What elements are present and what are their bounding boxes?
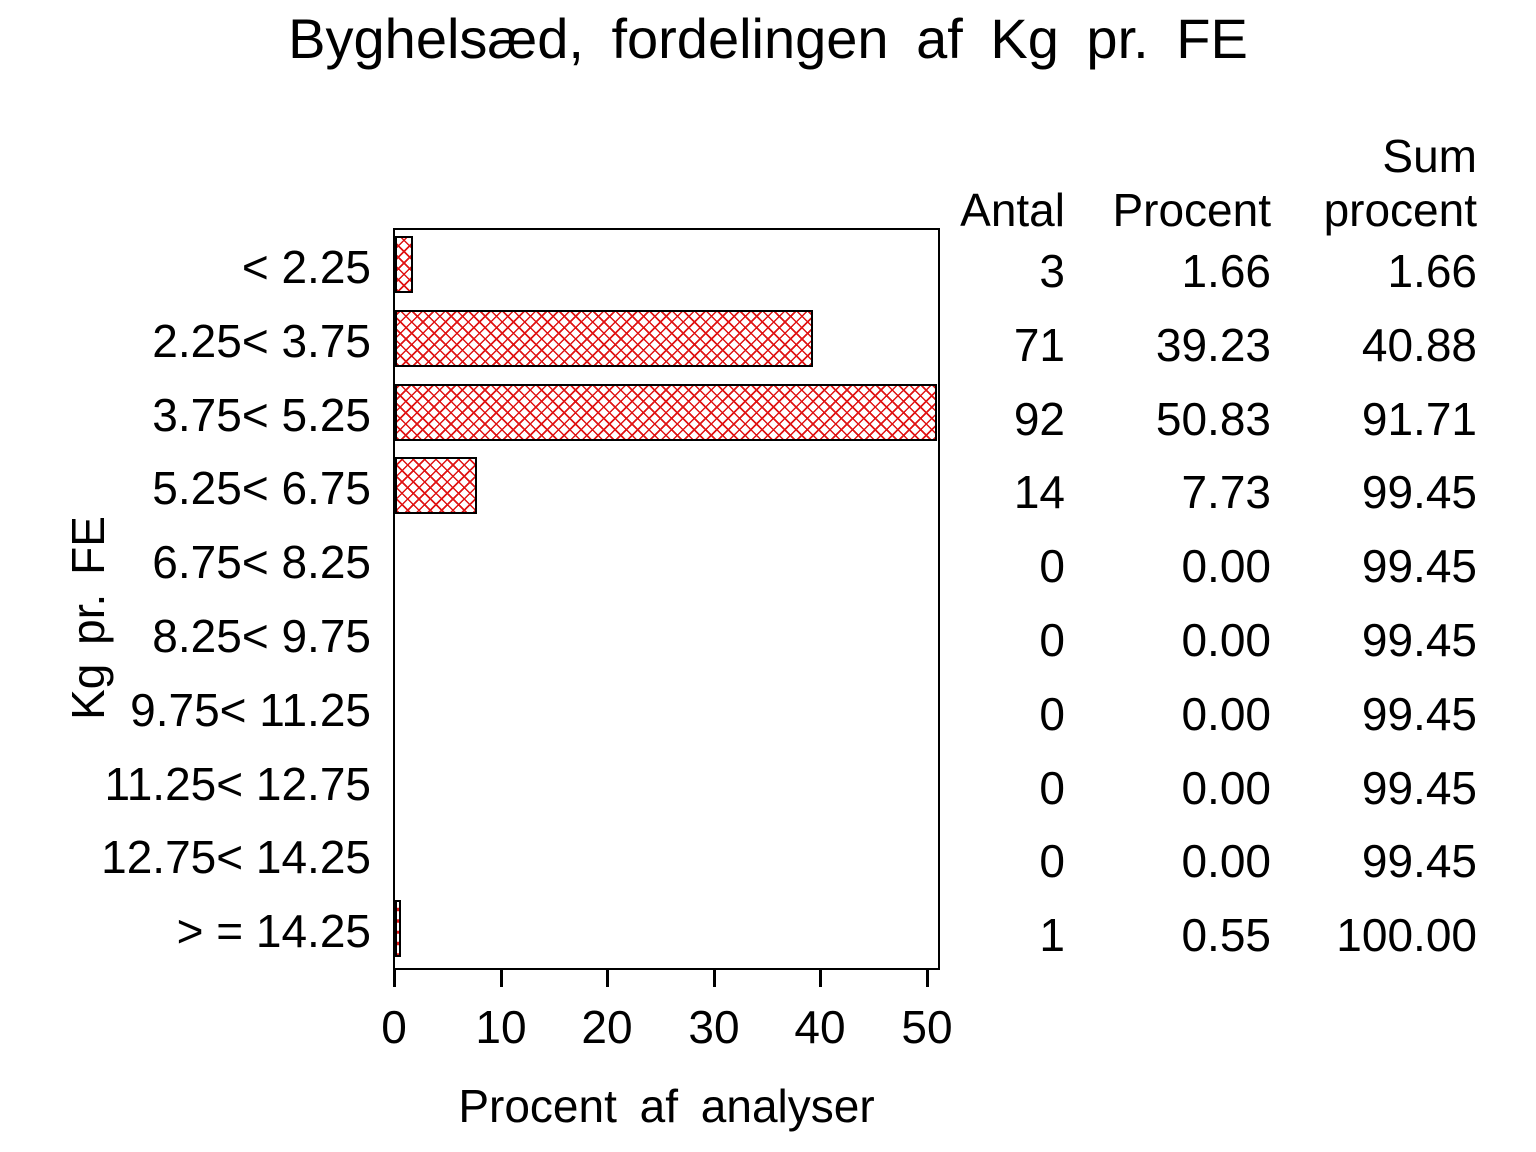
x-tick-label: 20	[581, 1001, 633, 1053]
x-tick	[926, 970, 929, 987]
category-label: < 2.25	[241, 241, 371, 293]
table-cell-antal: 1	[1039, 909, 1065, 961]
x-tick-label: 50	[901, 1001, 953, 1053]
table-cell-sum-procent: 99.45	[1361, 614, 1477, 666]
table-cell-procent: 0.00	[1181, 614, 1271, 666]
table-cell-sum-procent: 1.66	[1387, 245, 1477, 297]
table-cell-procent: 0.00	[1181, 762, 1271, 814]
table-cell-antal: 0	[1039, 688, 1065, 740]
table-cell-antal: 0	[1039, 614, 1065, 666]
table-cell-sum-procent: 99.45	[1361, 762, 1477, 814]
table-cell-sum-procent: 99.45	[1361, 835, 1477, 887]
table-cell-procent: 0.00	[1181, 540, 1271, 592]
plot-area	[393, 228, 940, 970]
x-tick-label: 10	[475, 1001, 527, 1053]
bar-< 2.25	[395, 236, 413, 293]
table-cell-sum-procent: 99.45	[1361, 466, 1477, 518]
bar-3.75< 5.25	[395, 384, 937, 441]
x-tick	[606, 970, 609, 987]
table-cell-antal: 3	[1039, 245, 1065, 297]
table-cell-sum-procent: 99.45	[1361, 688, 1477, 740]
table-cell-antal: 0	[1039, 762, 1065, 814]
table-cell-antal: 0	[1039, 835, 1065, 887]
table-cell-procent: 0.00	[1181, 688, 1271, 740]
table-cell-antal: 0	[1039, 540, 1065, 592]
table-cell-procent: 39.23	[1155, 319, 1271, 371]
table-header-sum-line1: Sum	[1382, 130, 1477, 182]
x-tick	[819, 970, 822, 987]
category-label: 6.75< 8.25	[152, 536, 371, 588]
table-cell-antal: 14	[1013, 466, 1065, 518]
table-cell-procent: 0.55	[1181, 909, 1271, 961]
table-cell-procent: 7.73	[1181, 466, 1271, 518]
table-cell-procent: 50.83	[1155, 393, 1271, 445]
x-tick-label: 40	[794, 1001, 846, 1053]
table-header-procent: Procent	[1112, 184, 1271, 236]
x-axis-title: Procent af analyser	[458, 1080, 875, 1132]
table-cell-sum-procent: 100.00	[1336, 909, 1477, 961]
table-cell-sum-procent: 40.88	[1361, 319, 1477, 371]
x-tick	[500, 970, 503, 987]
table-header-sum-line2: procent	[1323, 184, 1477, 236]
x-tick-label: 0	[381, 1001, 407, 1053]
bar-5.25< 6.75	[395, 457, 477, 514]
category-label: 5.25< 6.75	[152, 462, 371, 514]
x-tick	[713, 970, 716, 987]
x-tick	[393, 970, 396, 987]
category-label: 2.25< 3.75	[152, 315, 371, 367]
bar-2.25< 3.75	[395, 310, 813, 367]
category-label: 11.25< 12.75	[104, 758, 371, 810]
chart-title: Byghelsæd, fordelingen af Kg pr. FE	[288, 7, 1248, 70]
category-label: 9.75< 11.25	[130, 684, 371, 736]
table-cell-procent: 1.66	[1181, 245, 1271, 297]
category-label: 12.75< 14.25	[101, 831, 371, 883]
bar-> = 14.25	[395, 900, 401, 957]
category-label: > = 14.25	[176, 905, 371, 957]
table-cell-sum-procent: 91.71	[1361, 393, 1477, 445]
table-cell-antal: 92	[1013, 393, 1065, 445]
table-header-antal: Antal	[960, 184, 1065, 236]
category-label: 3.75< 5.25	[152, 389, 371, 441]
x-tick-label: 30	[688, 1001, 740, 1053]
table-cell-antal: 71	[1013, 319, 1065, 371]
table-cell-sum-procent: 99.45	[1361, 540, 1477, 592]
category-label: 8.25< 9.75	[152, 610, 371, 662]
table-cell-procent: 0.00	[1181, 835, 1271, 887]
